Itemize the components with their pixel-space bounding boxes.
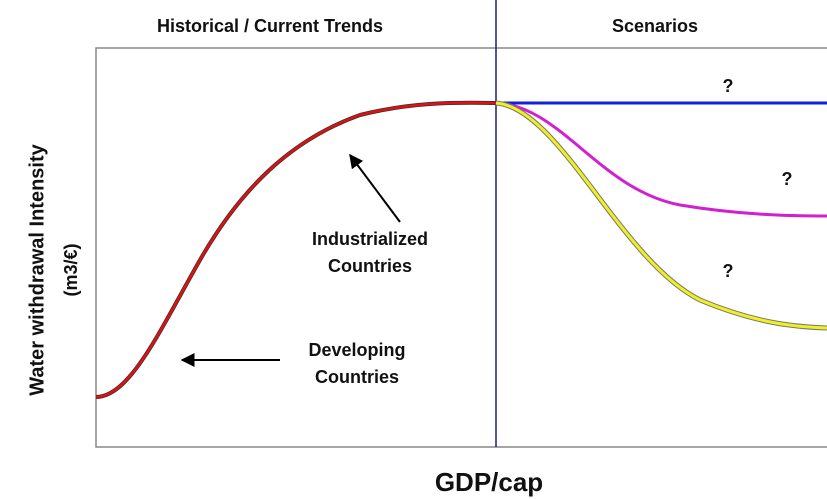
annotation: Countries: [315, 367, 399, 387]
history-curve: [95, 101, 497, 399]
header-left: Historical / Current Trends: [157, 16, 383, 36]
plot-frame: [95, 47, 827, 448]
arrow: [349, 153, 401, 223]
y-axis-title: Water withdrawal Intensity: [26, 143, 48, 395]
scenario-moderate: [495, 101, 827, 218]
y-axis-unit: (m3/€): [61, 243, 81, 296]
question-mark: ?: [723, 76, 734, 96]
question-mark: ?: [723, 261, 734, 281]
annotation: Industrialized: [312, 229, 428, 249]
x-axis-title: GDP/cap: [435, 467, 543, 497]
header-right: Scenarios: [612, 16, 698, 36]
scenario-strong: [495, 101, 827, 330]
question-mark: ?: [782, 169, 793, 189]
annotation: Developing: [308, 340, 405, 360]
annotation: Countries: [328, 256, 412, 276]
